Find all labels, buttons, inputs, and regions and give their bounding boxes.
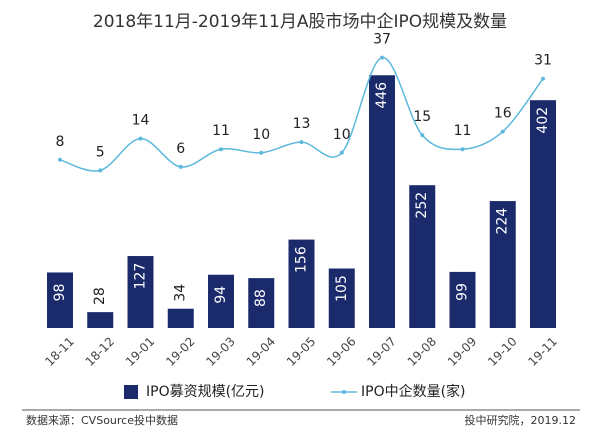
data-label: 28: [92, 287, 108, 305]
x-tick-label: 18-12: [83, 334, 118, 369]
x-tick-label: 19-05: [284, 334, 319, 369]
bar: [127, 256, 154, 328]
credit: 投中研究院，2019.12: [465, 413, 577, 427]
bar: [489, 201, 516, 328]
data-label: 88: [253, 289, 269, 307]
point: [339, 150, 344, 155]
point: [299, 140, 304, 145]
data-label: 6: [176, 141, 185, 157]
bar: [409, 185, 436, 328]
data-label: 14: [132, 113, 150, 129]
bar: [167, 308, 194, 328]
data-label: 34: [173, 284, 189, 302]
data-label: 37: [373, 32, 391, 48]
x-tick-label: 19-08: [405, 334, 440, 369]
data-label: 98: [52, 284, 68, 302]
point: [541, 76, 545, 81]
data-label: 10: [252, 127, 270, 143]
x-tick-label: 19-06: [324, 334, 359, 369]
x-tick-label: 19-02: [163, 334, 198, 369]
data-label: 11: [454, 123, 472, 139]
data-label: 224: [495, 208, 511, 235]
data-label: 31: [534, 53, 552, 69]
point: [58, 157, 62, 162]
data-label: 156: [294, 246, 310, 273]
data-label: 252: [414, 192, 430, 219]
data-label: 10: [333, 127, 351, 143]
bar: [288, 239, 315, 328]
bar: [47, 272, 73, 328]
point: [219, 147, 223, 152]
bar: [87, 312, 114, 328]
data-label: 127: [133, 263, 149, 290]
legend-label: IPO募资规模(亿元): [146, 384, 265, 400]
chart-title: 2018年11月-2019年11月A股市场中企IPO规模及数量: [93, 12, 507, 32]
source: 数据来源：CVSource投中数据: [26, 413, 178, 427]
x-tick-label: 18-11: [42, 334, 77, 369]
x-tick-label: 19-03: [203, 334, 238, 369]
data-label: 99: [455, 283, 471, 301]
x-tick-label: 19-09: [445, 334, 480, 369]
x-tick-label: 19-07: [364, 334, 399, 369]
data-label: 94: [213, 286, 229, 304]
data-label: 11: [212, 123, 230, 139]
point: [420, 133, 425, 138]
point: [460, 147, 465, 152]
data-label: 105: [334, 275, 350, 302]
bar: [248, 278, 275, 328]
point: [138, 136, 143, 141]
point: [380, 55, 384, 60]
data-label: 16: [494, 106, 512, 122]
bar: [449, 271, 476, 328]
legend-point: [342, 390, 346, 394]
bar: [530, 100, 556, 328]
x-tick-label: 19-11: [525, 334, 560, 369]
bar: [328, 268, 355, 328]
legend-label: IPO中企数量(家): [361, 383, 466, 400]
data-label: 5: [96, 144, 105, 160]
bar: [208, 274, 234, 328]
data-label: 446: [374, 82, 390, 109]
point: [500, 129, 505, 134]
bar: [369, 75, 395, 329]
point: [178, 164, 183, 169]
data-label: 15: [413, 109, 431, 125]
legend-swatch: [124, 385, 138, 399]
point: [259, 150, 264, 155]
x-tick-label: 19-10: [485, 334, 520, 369]
data-label: 13: [293, 116, 311, 132]
x-tick-label: 19-04: [244, 334, 279, 369]
x-tick-label: 19-01: [123, 334, 158, 369]
point: [98, 168, 103, 173]
data-label: 8: [56, 134, 65, 150]
data-label: 402: [535, 107, 551, 134]
